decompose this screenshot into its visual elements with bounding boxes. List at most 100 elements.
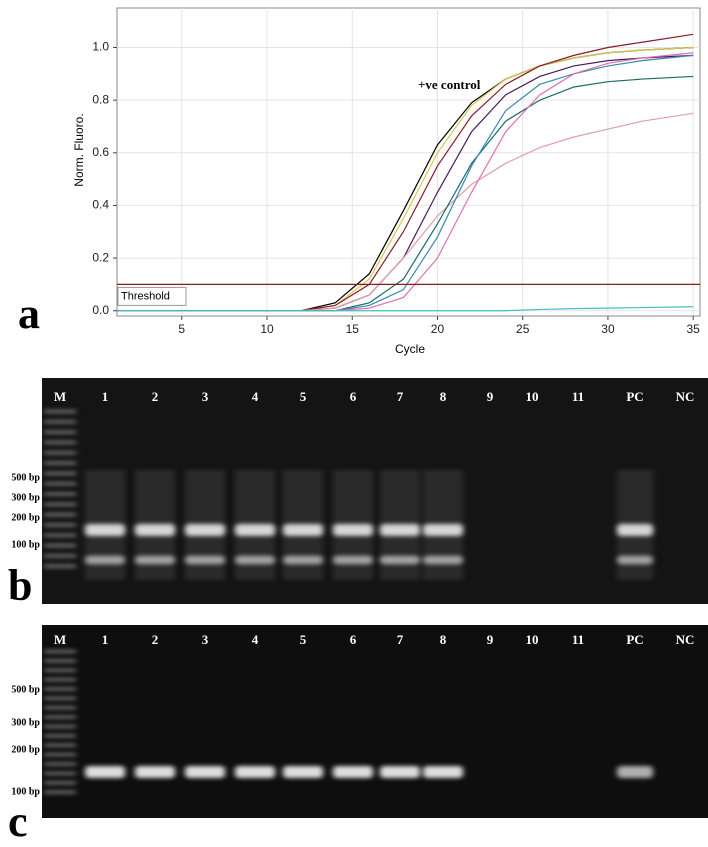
dna-band: [423, 524, 463, 536]
y-tick-label: 0.4: [92, 198, 109, 212]
lane-label: 2: [152, 632, 159, 647]
lane-label: PC: [626, 389, 643, 404]
dna-band: [135, 766, 175, 778]
threshold-label: Threshold: [121, 290, 170, 302]
lane-label: 4: [252, 632, 259, 647]
ladder-band: [44, 440, 76, 444]
ladder-band: [44, 544, 76, 548]
ladder-band: [44, 687, 76, 691]
ladder-band: [44, 461, 76, 465]
ladder-band: [44, 451, 76, 455]
panel-label: b: [8, 561, 32, 610]
ladder-band: [44, 753, 76, 757]
ladder-band: [44, 430, 76, 434]
ladder-band: [44, 781, 76, 785]
ladder-band: [44, 492, 76, 496]
x-axis-label: Cycle: [395, 342, 425, 356]
dna-band: [85, 524, 125, 536]
dna-band: [283, 766, 323, 778]
ladder-band: [44, 564, 76, 568]
dna-band: [135, 555, 175, 565]
ladder-band: [44, 471, 76, 475]
y-tick-label: 0.2: [92, 250, 109, 264]
ladder-band: [44, 513, 76, 517]
ladder-band: [44, 554, 76, 558]
lane-label: PC: [626, 632, 643, 647]
lane-label: 9: [487, 389, 494, 404]
dna-band: [235, 555, 275, 565]
dna-band: [617, 524, 653, 536]
y-axis-label: Norm. Fluoro.: [72, 113, 86, 186]
data-line: [117, 112, 694, 312]
lane-label: 10: [526, 632, 539, 647]
lane-label: NC: [676, 632, 695, 647]
gel-image: [42, 625, 708, 818]
ladder-band: [44, 523, 76, 527]
ladder-label: 500 bp: [11, 684, 40, 695]
y-tick-label: 0.0: [92, 303, 109, 317]
x-tick-label: 10: [260, 322, 274, 336]
lane-label: 7: [397, 632, 404, 647]
ladder-band: [44, 410, 76, 413]
ladder-band: [44, 502, 76, 506]
ladder-band: [44, 725, 76, 728]
dna-band: [85, 555, 125, 565]
data-line: [117, 33, 694, 312]
ladder-label: 200 bp: [11, 744, 40, 755]
x-tick-label: 20: [431, 322, 445, 336]
ladder-band: [44, 762, 76, 766]
y-tick-label: 0.6: [92, 145, 109, 159]
x-tick-label: 30: [601, 322, 615, 336]
dna-band: [380, 766, 420, 778]
dna-band: [283, 524, 323, 536]
lane-label: 9: [487, 632, 494, 647]
lane-label: 11: [572, 632, 584, 647]
lane-label: 8: [440, 632, 447, 647]
threshold-box: [117, 286, 187, 306]
dna-band: [423, 555, 463, 565]
lane-label: M: [54, 389, 66, 404]
dna-band: [333, 555, 373, 565]
ladder-band: [44, 734, 76, 738]
panel-label: a: [18, 289, 40, 338]
panel-label: c: [8, 797, 28, 846]
lane-label: 6: [350, 632, 357, 647]
ladder-band: [44, 790, 76, 794]
lane-label: 8: [440, 389, 447, 404]
dna-band: [185, 766, 225, 778]
lane-label: 1: [102, 389, 109, 404]
ladder-band: [44, 706, 76, 710]
lane-label: 5: [300, 389, 307, 404]
dna-band: [283, 555, 323, 565]
ladder-label: 200 bp: [11, 512, 40, 523]
dna-band: [185, 555, 225, 565]
lane-label: 2: [152, 389, 159, 404]
lane-label: 7: [397, 389, 404, 404]
x-tick-label: 5: [178, 322, 185, 336]
lane-label: M: [54, 632, 66, 647]
ladder-label: 100 bp: [11, 786, 40, 797]
ladder-band: [44, 696, 76, 700]
ladder-label: 100 bp: [11, 539, 40, 550]
ladder-band: [44, 659, 76, 663]
ladder-band: [44, 678, 76, 682]
ladder-band: [44, 533, 76, 537]
lane-label: 3: [202, 632, 209, 647]
dna-band: [423, 766, 463, 778]
lane-label: 5: [300, 632, 307, 647]
lane-label: 1: [102, 632, 109, 647]
dna-band: [333, 524, 373, 536]
ladder-band: [44, 420, 76, 424]
ladder-band: [44, 482, 76, 486]
lane-label: 10: [526, 389, 539, 404]
ladder-label: 300 bp: [11, 492, 40, 503]
dna-band: [617, 766, 653, 778]
ladder-band: [44, 650, 76, 653]
lane-label: 11: [572, 389, 584, 404]
ladder-band: [44, 668, 76, 672]
dna-band: [235, 766, 275, 778]
ladder-label: 300 bp: [11, 717, 40, 728]
x-tick-label: 15: [346, 322, 360, 336]
dna-band: [135, 524, 175, 536]
